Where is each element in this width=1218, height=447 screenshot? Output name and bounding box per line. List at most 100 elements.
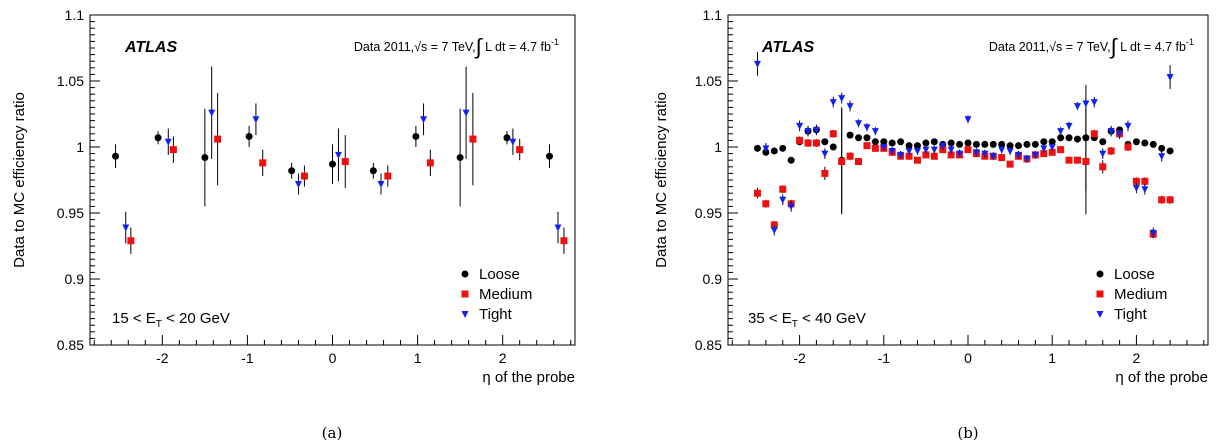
data-point	[214, 136, 221, 143]
data-point	[914, 148, 921, 155]
x-tick-label: 2	[499, 350, 507, 366]
data-point	[1082, 158, 1089, 165]
data-point	[813, 140, 820, 147]
range-suffix: < 20 GeV	[162, 310, 230, 327]
data-point	[1099, 163, 1106, 170]
data-point	[1066, 123, 1073, 130]
data-point	[420, 116, 427, 123]
data-point	[201, 154, 208, 161]
data-point	[412, 133, 419, 140]
data-point	[1074, 157, 1081, 164]
data-point	[1133, 138, 1140, 145]
panel-b: -2 -1 0 1 2 0.85 0.9 0.95 1 1.05 1.1 Data to MC ef…	[653, 7, 1208, 442]
legend-label-loose: Loose	[479, 266, 520, 283]
data-point	[847, 153, 854, 160]
data-point	[329, 161, 336, 168]
y-tick-label: 1.05	[695, 73, 722, 89]
y-tick-label: 1	[714, 139, 722, 155]
legend: Loose Medium Tight	[1097, 266, 1168, 323]
lumi-text: L dt = 4.7 fb	[482, 40, 551, 54]
data-point	[931, 138, 938, 145]
data-point	[855, 120, 862, 127]
data-point	[965, 116, 972, 123]
data-point	[1158, 153, 1165, 160]
y-tick-label: 0.9	[65, 271, 85, 287]
data-point	[805, 140, 812, 147]
data-point	[1066, 157, 1073, 164]
x-tick-label: 1	[414, 350, 422, 366]
data-point	[1091, 130, 1098, 137]
energy-text: = 7 TeV,	[1062, 40, 1110, 54]
data-point	[998, 147, 1005, 154]
data-point	[771, 147, 778, 154]
data-point	[1141, 140, 1148, 147]
data-point	[560, 237, 567, 244]
legend-marker-loose	[1097, 271, 1104, 278]
sqrt-s: √s	[1049, 40, 1062, 54]
data-info-label: Data 2011,√s = 7 TeV,∫ L dt = 4.7 fb-1	[989, 34, 1194, 59]
y-tick-label: 0.85	[695, 337, 722, 353]
data-point	[847, 103, 854, 110]
data-point	[965, 140, 972, 147]
data-point	[246, 133, 253, 140]
data-point	[754, 145, 761, 152]
data-point	[931, 153, 938, 160]
data-point	[127, 237, 134, 244]
data-point	[1141, 186, 1148, 193]
data-point	[914, 157, 921, 164]
data-point	[1057, 146, 1064, 153]
data-point	[1167, 147, 1174, 154]
y-tick-label: 1.1	[703, 7, 723, 23]
series-tight	[122, 66, 561, 243]
data-point	[112, 153, 119, 160]
data-point	[838, 158, 845, 165]
data-point	[771, 227, 778, 234]
y-axis-title: Data to MC efficiency ratio	[653, 92, 670, 268]
data-point	[342, 158, 349, 165]
y-tick-label: 0.95	[695, 205, 722, 221]
data-point	[788, 157, 795, 164]
atlas-label: ATLAS	[124, 39, 177, 56]
data-point	[821, 151, 828, 158]
x-tick-label: -2	[793, 350, 806, 366]
data-point	[1040, 138, 1047, 145]
data-point	[1007, 148, 1014, 155]
y-tick-label: 0.95	[57, 205, 84, 221]
legend: Loose Medium Tight	[462, 266, 533, 323]
legend-label-loose: Loose	[1114, 266, 1155, 283]
data-point	[457, 154, 464, 161]
data-point	[889, 140, 896, 147]
data-point	[1167, 196, 1174, 203]
x-tick-label: 0	[964, 350, 972, 366]
x-axis-title: η of the probe	[1115, 369, 1208, 386]
series-loose	[112, 109, 553, 207]
data-point	[1150, 141, 1157, 148]
y-tick-label: 0.9	[703, 271, 723, 287]
data-point	[384, 173, 391, 180]
data-point	[1099, 151, 1106, 158]
data-point	[1133, 185, 1140, 192]
data-point	[1074, 103, 1081, 110]
range-suffix: < 40 GeV	[798, 310, 866, 327]
legend-marker-loose	[462, 271, 469, 278]
x-tick-label: 2	[1133, 350, 1141, 366]
data-point	[855, 158, 862, 165]
data-point	[509, 139, 516, 146]
data-point	[288, 167, 295, 174]
legend-label-medium: Medium	[1114, 286, 1167, 303]
data-marks	[112, 66, 567, 253]
data-point	[1158, 196, 1165, 203]
data-point	[754, 190, 761, 197]
legend-marker-medium	[462, 291, 469, 298]
data-point	[301, 173, 308, 180]
data-point	[847, 132, 854, 139]
data-point	[427, 159, 434, 166]
data-point	[990, 141, 997, 148]
data-point	[872, 128, 879, 135]
atlas-label: ATLAS	[761, 39, 814, 56]
data-point	[335, 152, 342, 159]
data-point	[779, 197, 786, 204]
data-point	[863, 124, 870, 131]
data-point	[838, 95, 845, 102]
data-point	[981, 141, 988, 148]
